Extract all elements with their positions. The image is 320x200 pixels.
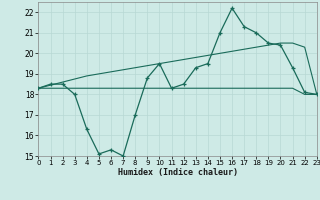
X-axis label: Humidex (Indice chaleur): Humidex (Indice chaleur) — [118, 168, 238, 177]
